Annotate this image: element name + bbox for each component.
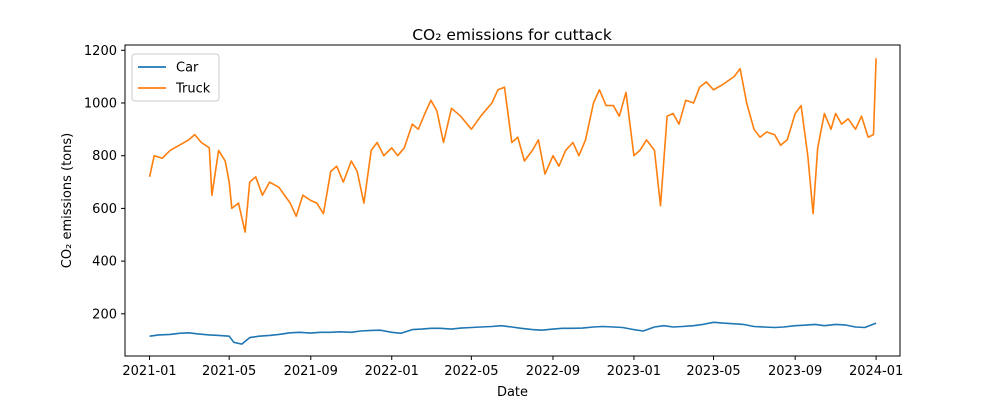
x-tick-label: 2023-09	[768, 364, 822, 379]
chart-title: CO₂ emissions for cuttack	[412, 26, 612, 44]
y-tick-label: 600	[92, 202, 117, 217]
x-tick-label: 2022-05	[444, 364, 498, 379]
legend-box	[131, 53, 220, 102]
x-tick-label: 2024-01	[849, 364, 903, 379]
plot-area	[124, 44, 901, 357]
x-axis: 2021-01 2021-05 2021-09 2022-01 2022-05 2022-…	[122, 356, 903, 379]
legend: Car Truck	[131, 53, 220, 102]
y-tick-label: 1200	[84, 44, 117, 59]
x-axis-title: Date	[497, 385, 528, 400]
y-tick-label: 400	[92, 255, 117, 270]
legend-label: Car	[176, 61, 199, 76]
x-tick-label: 2022-09	[526, 364, 580, 379]
x-tick-label: 2021-05	[202, 364, 256, 379]
y-tick-label: 1000	[84, 96, 117, 111]
x-tick-label: 2021-01	[122, 364, 176, 379]
x-tick-label: 2023-01	[607, 364, 661, 379]
series-line-car	[149, 321, 877, 345]
x-tick-label: 2022-01	[365, 364, 419, 379]
series-layer	[148, 58, 877, 345]
y-axis-title: CO₂ emissions (tons)	[60, 133, 75, 268]
series-line-truck	[148, 58, 877, 233]
y-tick-label: 800	[92, 149, 117, 164]
y-axis: 200 400 600 800 1000 1200	[84, 44, 125, 322]
legend-label: Truck	[175, 82, 211, 97]
x-tick-label: 2023-05	[686, 364, 740, 379]
x-tick-label: 2021-09	[284, 364, 338, 379]
plot-frame	[124, 44, 901, 357]
y-tick-label: 200	[92, 307, 117, 322]
